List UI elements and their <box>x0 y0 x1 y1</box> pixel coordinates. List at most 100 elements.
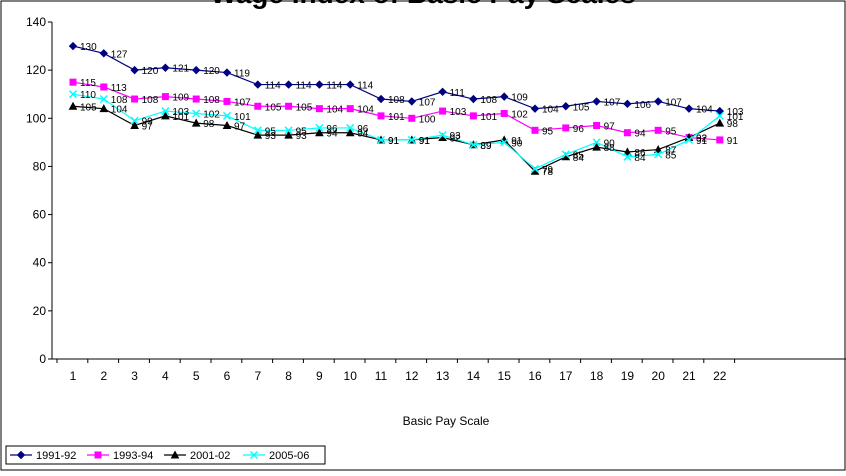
data-label-1993-94: 107 <box>234 97 251 108</box>
x-tick-label: 10 <box>344 369 358 383</box>
legend-label: 1991-92 <box>36 450 76 462</box>
data-label-2005-06: 91 <box>419 136 431 147</box>
data-label-2005-06: 103 <box>172 107 189 118</box>
data-point-2005-06-stroke <box>315 123 324 132</box>
data-point-1991-92 <box>407 97 417 106</box>
x-tick-label: 21 <box>682 369 696 383</box>
data-point-1993-94 <box>716 136 724 144</box>
data-point-1991-92 <box>222 68 232 77</box>
data-label-1993-94: 115 <box>80 78 96 89</box>
data-label-1993-94: 113 <box>111 83 127 94</box>
data-point-2005-06-stroke <box>500 138 509 147</box>
y-tick-label: 80 <box>33 159 47 173</box>
data-label-2001-02: 101 <box>172 112 189 123</box>
series-group <box>68 41 725 175</box>
x-tick-label: 11 <box>375 369 388 383</box>
data-point-1991-92 <box>130 65 139 75</box>
data-point-1991-92 <box>438 87 447 97</box>
data-point-1993-94 <box>69 78 77 86</box>
x-tick-label: 14 <box>467 369 481 383</box>
data-label-2005-06: 91 <box>388 136 400 147</box>
x-tick-label: 7 <box>254 369 261 383</box>
data-label-1993-94: 105 <box>296 102 313 113</box>
legend-marker <box>94 451 102 459</box>
data-label-2005-06: 91 <box>696 136 708 147</box>
data-point-1993-94 <box>346 105 354 113</box>
data-label-2005-06: 90 <box>511 138 523 149</box>
legend-item-2001-02: 2001-02 <box>164 450 230 462</box>
data-point-2005-06 <box>253 126 262 135</box>
data-point-2005-06 <box>623 152 632 161</box>
data-label-1991-92: 119 <box>234 69 250 80</box>
data-label-1991-92: 120 <box>203 66 220 77</box>
data-point-1993-94 <box>131 95 139 103</box>
data-point-1991-92 <box>623 99 632 109</box>
data-label-1991-92: 120 <box>142 66 159 77</box>
data-point-2005-06 <box>315 123 324 132</box>
legend-item-2005-06: 2005-06 <box>243 450 309 462</box>
data-point-1993-94 <box>623 129 631 137</box>
data-point-2001-02 <box>99 104 109 113</box>
data-point-2005-06 <box>438 131 447 140</box>
data-point-1993-94 <box>100 83 108 91</box>
data-point-1991-92 <box>376 94 386 104</box>
legend-label: 2001-02 <box>190 450 230 462</box>
data-point-1991-92 <box>499 92 509 101</box>
data-label-1993-94: 108 <box>203 95 220 106</box>
legend-marker <box>16 450 26 460</box>
y-tick-label: 0 <box>39 352 46 366</box>
data-label-1993-94: 92 <box>696 134 708 145</box>
x-tick-label: 3 <box>131 369 138 383</box>
data-point-2005-06 <box>284 126 293 135</box>
data-label-1993-94: 96 <box>573 124 585 135</box>
data-point-2001-02 <box>653 145 663 154</box>
data-label-1993-94: 102 <box>511 109 528 120</box>
data-label-2005-06: 89 <box>480 141 492 152</box>
data-label-2001-02: 94 <box>326 129 338 140</box>
x-tick-label: 9 <box>316 369 323 383</box>
data-label-1993-94: 95 <box>542 126 554 137</box>
data-label-1991-92: 111 <box>450 88 466 99</box>
data-point-1993-94 <box>161 93 169 101</box>
data-label-2005-06: 110 <box>80 90 96 101</box>
data-point-2001-02 <box>592 142 601 151</box>
data-point-2005-06 <box>192 109 201 118</box>
series-line-1993-94 <box>72 81 720 141</box>
legend-item-1993-94: 1993-94 <box>87 450 153 462</box>
data-point-2005-06-stroke <box>438 131 447 140</box>
data-point-2005-06-stroke <box>253 126 262 135</box>
x-tick-label: 13 <box>436 369 450 383</box>
data-label-1991-92: 130 <box>80 42 97 53</box>
data-label-1991-92: 107 <box>604 97 621 108</box>
data-label-1991-92: 107 <box>419 97 436 108</box>
data-label-2001-02: 93 <box>265 131 277 142</box>
data-label-1991-92: 107 <box>665 97 682 108</box>
data-point-2001-02 <box>161 111 170 120</box>
data-label-1993-94: 104 <box>357 105 374 116</box>
data-point-1991-92 <box>68 41 78 51</box>
data-point-2005-06-stroke <box>715 111 724 120</box>
data-point-2005-06 <box>561 150 570 159</box>
data-label-1993-94: 95 <box>665 126 677 137</box>
data-label-1993-94: 100 <box>419 114 436 125</box>
data-point-1991-92 <box>592 97 601 106</box>
data-point-1991-92 <box>161 63 170 72</box>
data-label-1993-94: 105 <box>265 102 282 113</box>
data-point-2005-06-stroke <box>684 135 694 144</box>
data-label-1993-94: 104 <box>326 105 343 116</box>
data-label-1991-92: 114 <box>357 81 373 92</box>
data-point-2005-06 <box>500 138 509 147</box>
series-line-1991-92 <box>72 45 720 112</box>
data-point-1993-94 <box>192 95 200 103</box>
data-label-1993-94: 101 <box>388 112 405 123</box>
data-point-1993-94 <box>377 112 385 120</box>
data-label-1991-92: 103 <box>727 107 744 118</box>
y-tick-label: 40 <box>33 256 47 270</box>
x-tick-label: 8 <box>285 369 292 383</box>
data-label-1991-92: 105 <box>573 102 590 113</box>
data-label-2001-02: 78 <box>542 167 554 178</box>
data-point-2005-06 <box>715 111 724 120</box>
